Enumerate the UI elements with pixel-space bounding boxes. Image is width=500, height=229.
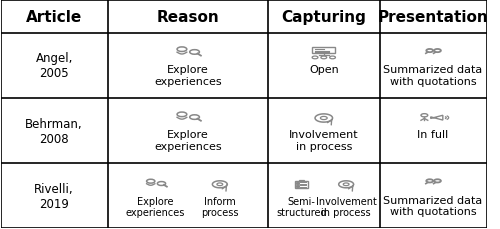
Text: Summarized data
with quotations: Summarized data with quotations bbox=[384, 195, 482, 216]
Text: Angel,
2005: Angel, 2005 bbox=[36, 52, 73, 80]
Text: Rivelli,
2019: Rivelli, 2019 bbox=[34, 182, 74, 210]
Text: Explore
experiences: Explore experiences bbox=[154, 130, 222, 151]
Bar bbox=[296, 182, 299, 183]
Text: Explore
experiences: Explore experiences bbox=[126, 196, 186, 217]
Text: Behrman,
2008: Behrman, 2008 bbox=[26, 117, 83, 145]
Bar bbox=[296, 183, 299, 185]
Bar bbox=[299, 180, 304, 181]
Text: Involvement
in process: Involvement in process bbox=[289, 130, 358, 151]
Text: Inform
process: Inform process bbox=[201, 196, 238, 217]
Bar bbox=[296, 187, 299, 188]
Text: Presentation: Presentation bbox=[378, 10, 488, 25]
Bar bbox=[296, 185, 299, 186]
Text: Semi-
structured: Semi- structured bbox=[276, 196, 327, 217]
Text: Summarized data
with quotations: Summarized data with quotations bbox=[384, 65, 482, 87]
Text: Reason: Reason bbox=[156, 10, 219, 25]
Text: Capturing: Capturing bbox=[282, 10, 366, 25]
Text: Involvement
in process: Involvement in process bbox=[316, 196, 376, 217]
Text: Article: Article bbox=[26, 10, 82, 25]
Text: Explore
experiences: Explore experiences bbox=[154, 65, 222, 87]
Bar bbox=[312, 48, 336, 54]
Text: Open: Open bbox=[309, 65, 338, 75]
Text: In full: In full bbox=[418, 130, 448, 140]
Bar bbox=[295, 181, 308, 188]
